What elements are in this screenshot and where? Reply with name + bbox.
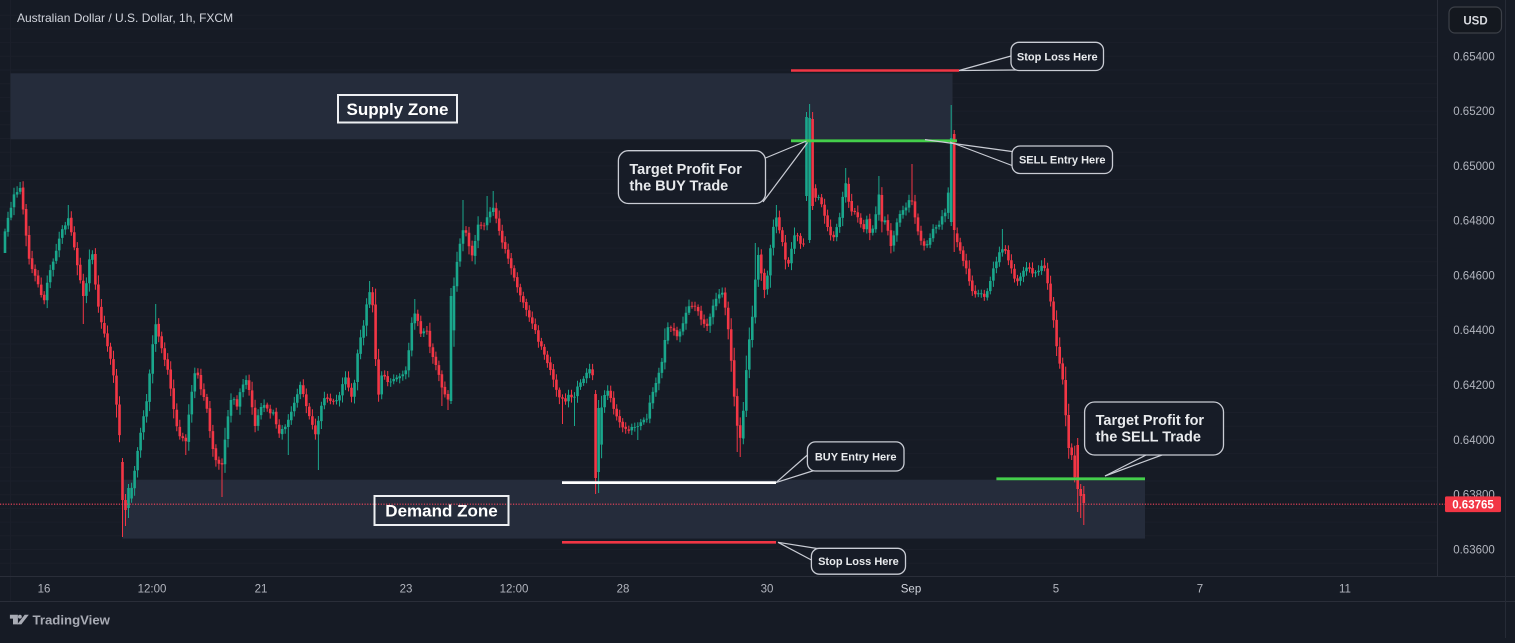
svg-text:Stop Loss Here: Stop Loss Here	[818, 556, 899, 568]
svg-text:Stop Loss Here: Stop Loss Here	[1017, 51, 1098, 63]
svg-text:BUY Entry Here: BUY Entry Here	[815, 451, 897, 463]
svg-text:0.64200: 0.64200	[1453, 380, 1495, 392]
svg-text:Target Profit For: Target Profit For	[629, 162, 742, 178]
svg-text:0.64800: 0.64800	[1453, 216, 1495, 228]
svg-text:the SELL Trade: the SELL Trade	[1096, 430, 1201, 446]
svg-text:11: 11	[1339, 584, 1351, 596]
svg-text:0.65000: 0.65000	[1453, 161, 1495, 173]
svg-text:21: 21	[255, 584, 268, 596]
svg-text:0.65200: 0.65200	[1453, 106, 1495, 118]
svg-text:0.64000: 0.64000	[1453, 435, 1495, 447]
svg-text:Demand Zone: Demand Zone	[385, 502, 497, 521]
svg-text:12:00: 12:00	[500, 584, 529, 596]
svg-text:0.64400: 0.64400	[1453, 325, 1495, 337]
svg-text:Australian Dollar / U.S. Dolla: Australian Dollar / U.S. Dollar, 1h, FXC…	[17, 11, 233, 25]
svg-text:USD: USD	[1463, 16, 1487, 28]
svg-text:Target Profit for: Target Profit for	[1096, 413, 1205, 429]
svg-text:Supply Zone: Supply Zone	[347, 100, 449, 119]
svg-text:16: 16	[38, 584, 51, 596]
svg-text:the BUY Trade: the BUY Trade	[629, 178, 728, 194]
svg-text:5: 5	[1053, 584, 1059, 596]
svg-text:7: 7	[1197, 584, 1203, 596]
svg-text:0.63765: 0.63765	[1452, 500, 1494, 512]
svg-text:SELL Entry Here: SELL Entry Here	[1019, 155, 1106, 167]
svg-text:23: 23	[400, 584, 413, 596]
svg-text:0.65400: 0.65400	[1453, 51, 1495, 63]
svg-text:TradingView: TradingView	[33, 612, 111, 627]
svg-text:Sep: Sep	[901, 584, 921, 596]
svg-text:0.64600: 0.64600	[1453, 271, 1495, 283]
svg-text:28: 28	[617, 584, 630, 596]
svg-text:30: 30	[761, 584, 774, 596]
svg-text:12:00: 12:00	[138, 584, 167, 596]
svg-text:0.63600: 0.63600	[1453, 544, 1495, 556]
